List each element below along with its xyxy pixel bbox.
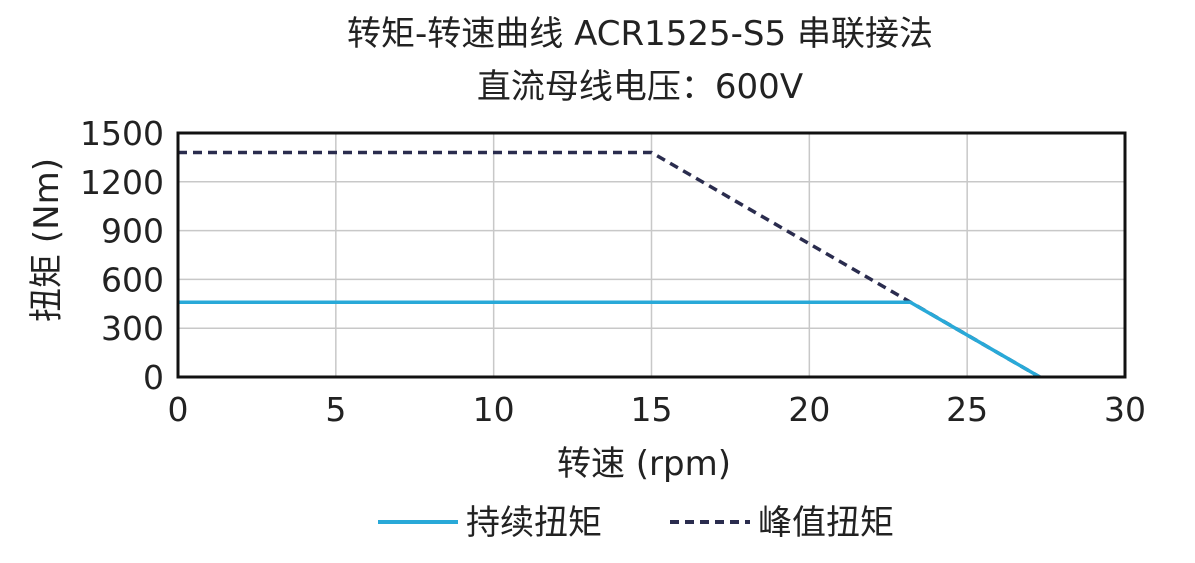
x-tick-label-10: 10 (473, 390, 515, 429)
legend-label-0: 持续扭矩 (466, 503, 602, 543)
legend: 持续扭矩 峰值扭矩 (378, 503, 894, 543)
x-tick-label-30: 30 (1104, 390, 1146, 429)
series-lines (178, 150, 1041, 379)
chart-subtitle: 直流母线电压：600V (477, 67, 803, 107)
x-tick-labels: 0 5 10 15 20 25 30 (168, 390, 1147, 429)
grid-lines (177, 132, 1126, 378)
y-tick-labels: 0 300 600 900 1200 1500 (80, 114, 164, 397)
legend-label-1: 峰值扭矩 (758, 503, 894, 543)
y-tick-label-0: 0 (143, 358, 164, 397)
series-line-1 (178, 150, 1041, 379)
plot-area-frame (176, 131, 1127, 379)
y-tick-label-900: 900 (101, 212, 164, 251)
x-tick-label-5: 5 (325, 390, 346, 429)
chart-title: 转矩-转速曲线 ACR1525-S5 串联接法 (347, 14, 933, 54)
y-tick-label-300: 300 (101, 309, 164, 348)
x-tick-label-25: 25 (946, 390, 988, 429)
y-tick-label-1200: 1200 (80, 163, 164, 202)
y-tick-label-1500: 1500 (80, 114, 164, 153)
x-tick-label-0: 0 (168, 390, 189, 429)
x-tick-label-15: 15 (631, 390, 673, 429)
x-tick-label-20: 20 (788, 390, 830, 429)
series-line-0 (178, 300, 1041, 379)
x-axis-label: 转速 (rpm) (557, 444, 731, 484)
y-tick-label-600: 600 (101, 260, 164, 299)
y-axis-label: 扭矩 (Nm) (27, 158, 67, 322)
